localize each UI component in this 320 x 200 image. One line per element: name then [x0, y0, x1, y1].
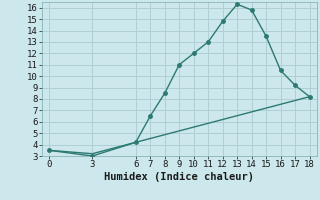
X-axis label: Humidex (Indice chaleur): Humidex (Indice chaleur): [104, 172, 254, 182]
